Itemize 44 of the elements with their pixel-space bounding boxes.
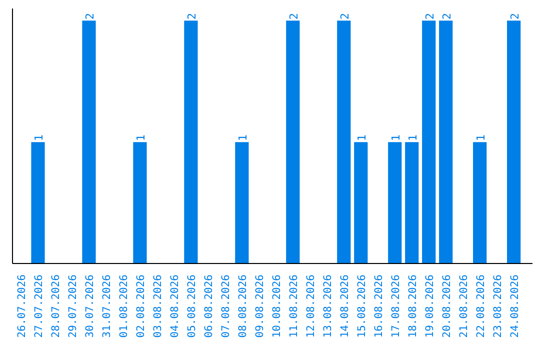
x-tick-label: 11.08.2026	[288, 274, 300, 338]
x-tick-label: 17.08.2026	[390, 274, 402, 338]
x-tick-label: 20.08.2026	[440, 274, 453, 338]
data-label: 2	[508, 13, 522, 20]
x-tick-label: 14.08.2026	[338, 274, 351, 338]
x-tick-label: 31.07.2026	[100, 274, 113, 338]
data-label: 1	[236, 134, 250, 142]
x-tick-label: 30.07.2026	[84, 274, 96, 338]
x-tick-label: 03.08.2026	[152, 274, 164, 338]
x-tick-label: 16.08.2026	[372, 274, 385, 338]
x-tick-label: 02.08.2026	[134, 274, 147, 338]
data-label: 2	[287, 13, 300, 20]
data-label: 1	[355, 134, 368, 142]
x-tick-label: 22.08.2026	[474, 274, 487, 338]
data-label: 2	[440, 13, 454, 20]
data-label: 1	[134, 134, 148, 142]
x-tick-label: 26.07.2026	[16, 274, 28, 338]
x-tick-label: 18.08.2026	[406, 274, 419, 338]
x-tick-label: 13.08.2026	[322, 274, 334, 338]
data-label: 2	[83, 13, 96, 20]
x-tick-label: 07.08.2026	[220, 274, 232, 338]
data-label: 1	[474, 134, 488, 142]
x-tick-label: 27.07.2026	[32, 274, 45, 338]
data-label: 1	[32, 134, 46, 142]
x-tick-label: 09.08.2026	[254, 274, 266, 338]
x-tick-label: 04.08.2026	[168, 274, 181, 338]
x-tick-label: 24.08.2026	[508, 274, 521, 338]
x-tick-label: 12.08.2026	[304, 274, 317, 338]
x-tick-label: 23.08.2026	[492, 274, 504, 338]
x-tick-label: 21.08.2026	[458, 274, 470, 338]
x-tick-label: 05.08.2026	[186, 274, 198, 338]
data-label: 1	[406, 134, 420, 142]
data-label: 1	[389, 134, 402, 142]
data-label: 2	[338, 13, 352, 20]
x-tick-label: 29.07.2026	[66, 274, 79, 338]
data-label: 2	[185, 13, 198, 20]
x-tick-label: 08.08.2026	[236, 274, 249, 338]
data-label: 2	[423, 13, 436, 20]
x-tick-label: 06.08.2026	[202, 274, 215, 338]
x-tick-label: 28.07.2026	[50, 274, 62, 338]
x-tick-label: 15.08.2026	[356, 274, 368, 338]
x-tick-label: 10.08.2026	[270, 274, 283, 338]
x-tick-label: 19.08.2026	[424, 274, 436, 338]
x-tick-label: 01.08.2026	[118, 274, 130, 338]
